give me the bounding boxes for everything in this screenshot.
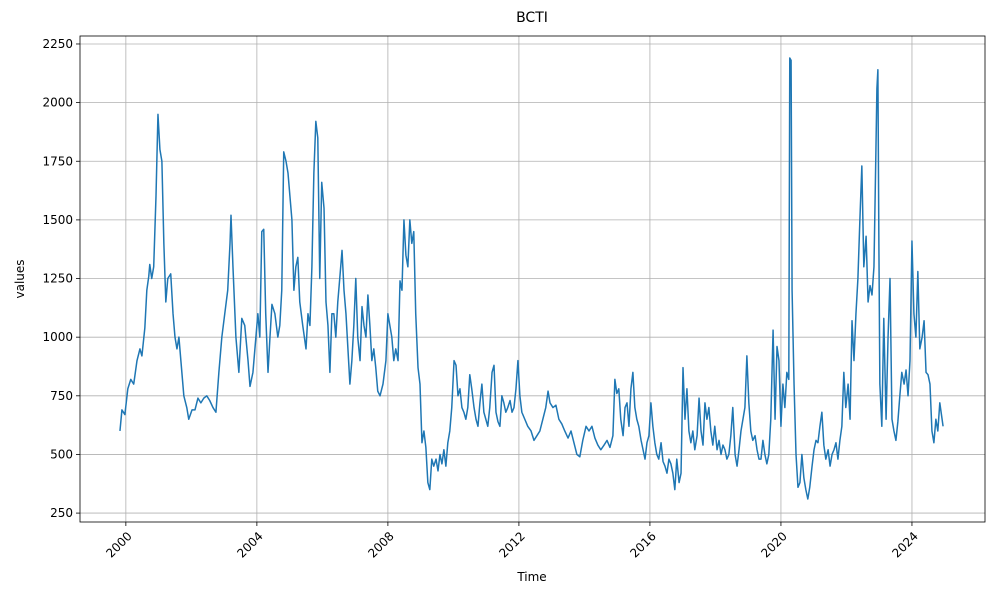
- x-tick-label: 2012: [496, 529, 527, 560]
- y-tick-label: 2000: [42, 96, 73, 110]
- y-tick-label: 1750: [42, 154, 73, 168]
- y-tick-label: 1250: [42, 272, 73, 286]
- x-tick-label: 2016: [627, 529, 658, 560]
- x-tick-label: 2008: [365, 529, 396, 560]
- x-tick-label: 2000: [103, 529, 134, 560]
- x-tick-label: 2024: [889, 529, 920, 560]
- y-tick-label: 1000: [42, 330, 73, 344]
- y-axis-label: values: [13, 259, 27, 298]
- y-tick-label: 2250: [42, 37, 73, 51]
- x-tick-label: 2004: [234, 529, 265, 560]
- y-tick-label: 750: [50, 389, 73, 403]
- chart-title: BCTI: [516, 10, 548, 26]
- x-axis-label: Time: [516, 570, 546, 584]
- plot-frame: [79, 35, 986, 523]
- y-tick-label: 250: [50, 506, 73, 520]
- x-tick-label: 2020: [758, 529, 789, 560]
- data-line: [119, 57, 944, 500]
- y-tick-label: 1500: [42, 213, 73, 227]
- y-tick-label: 500: [50, 447, 73, 461]
